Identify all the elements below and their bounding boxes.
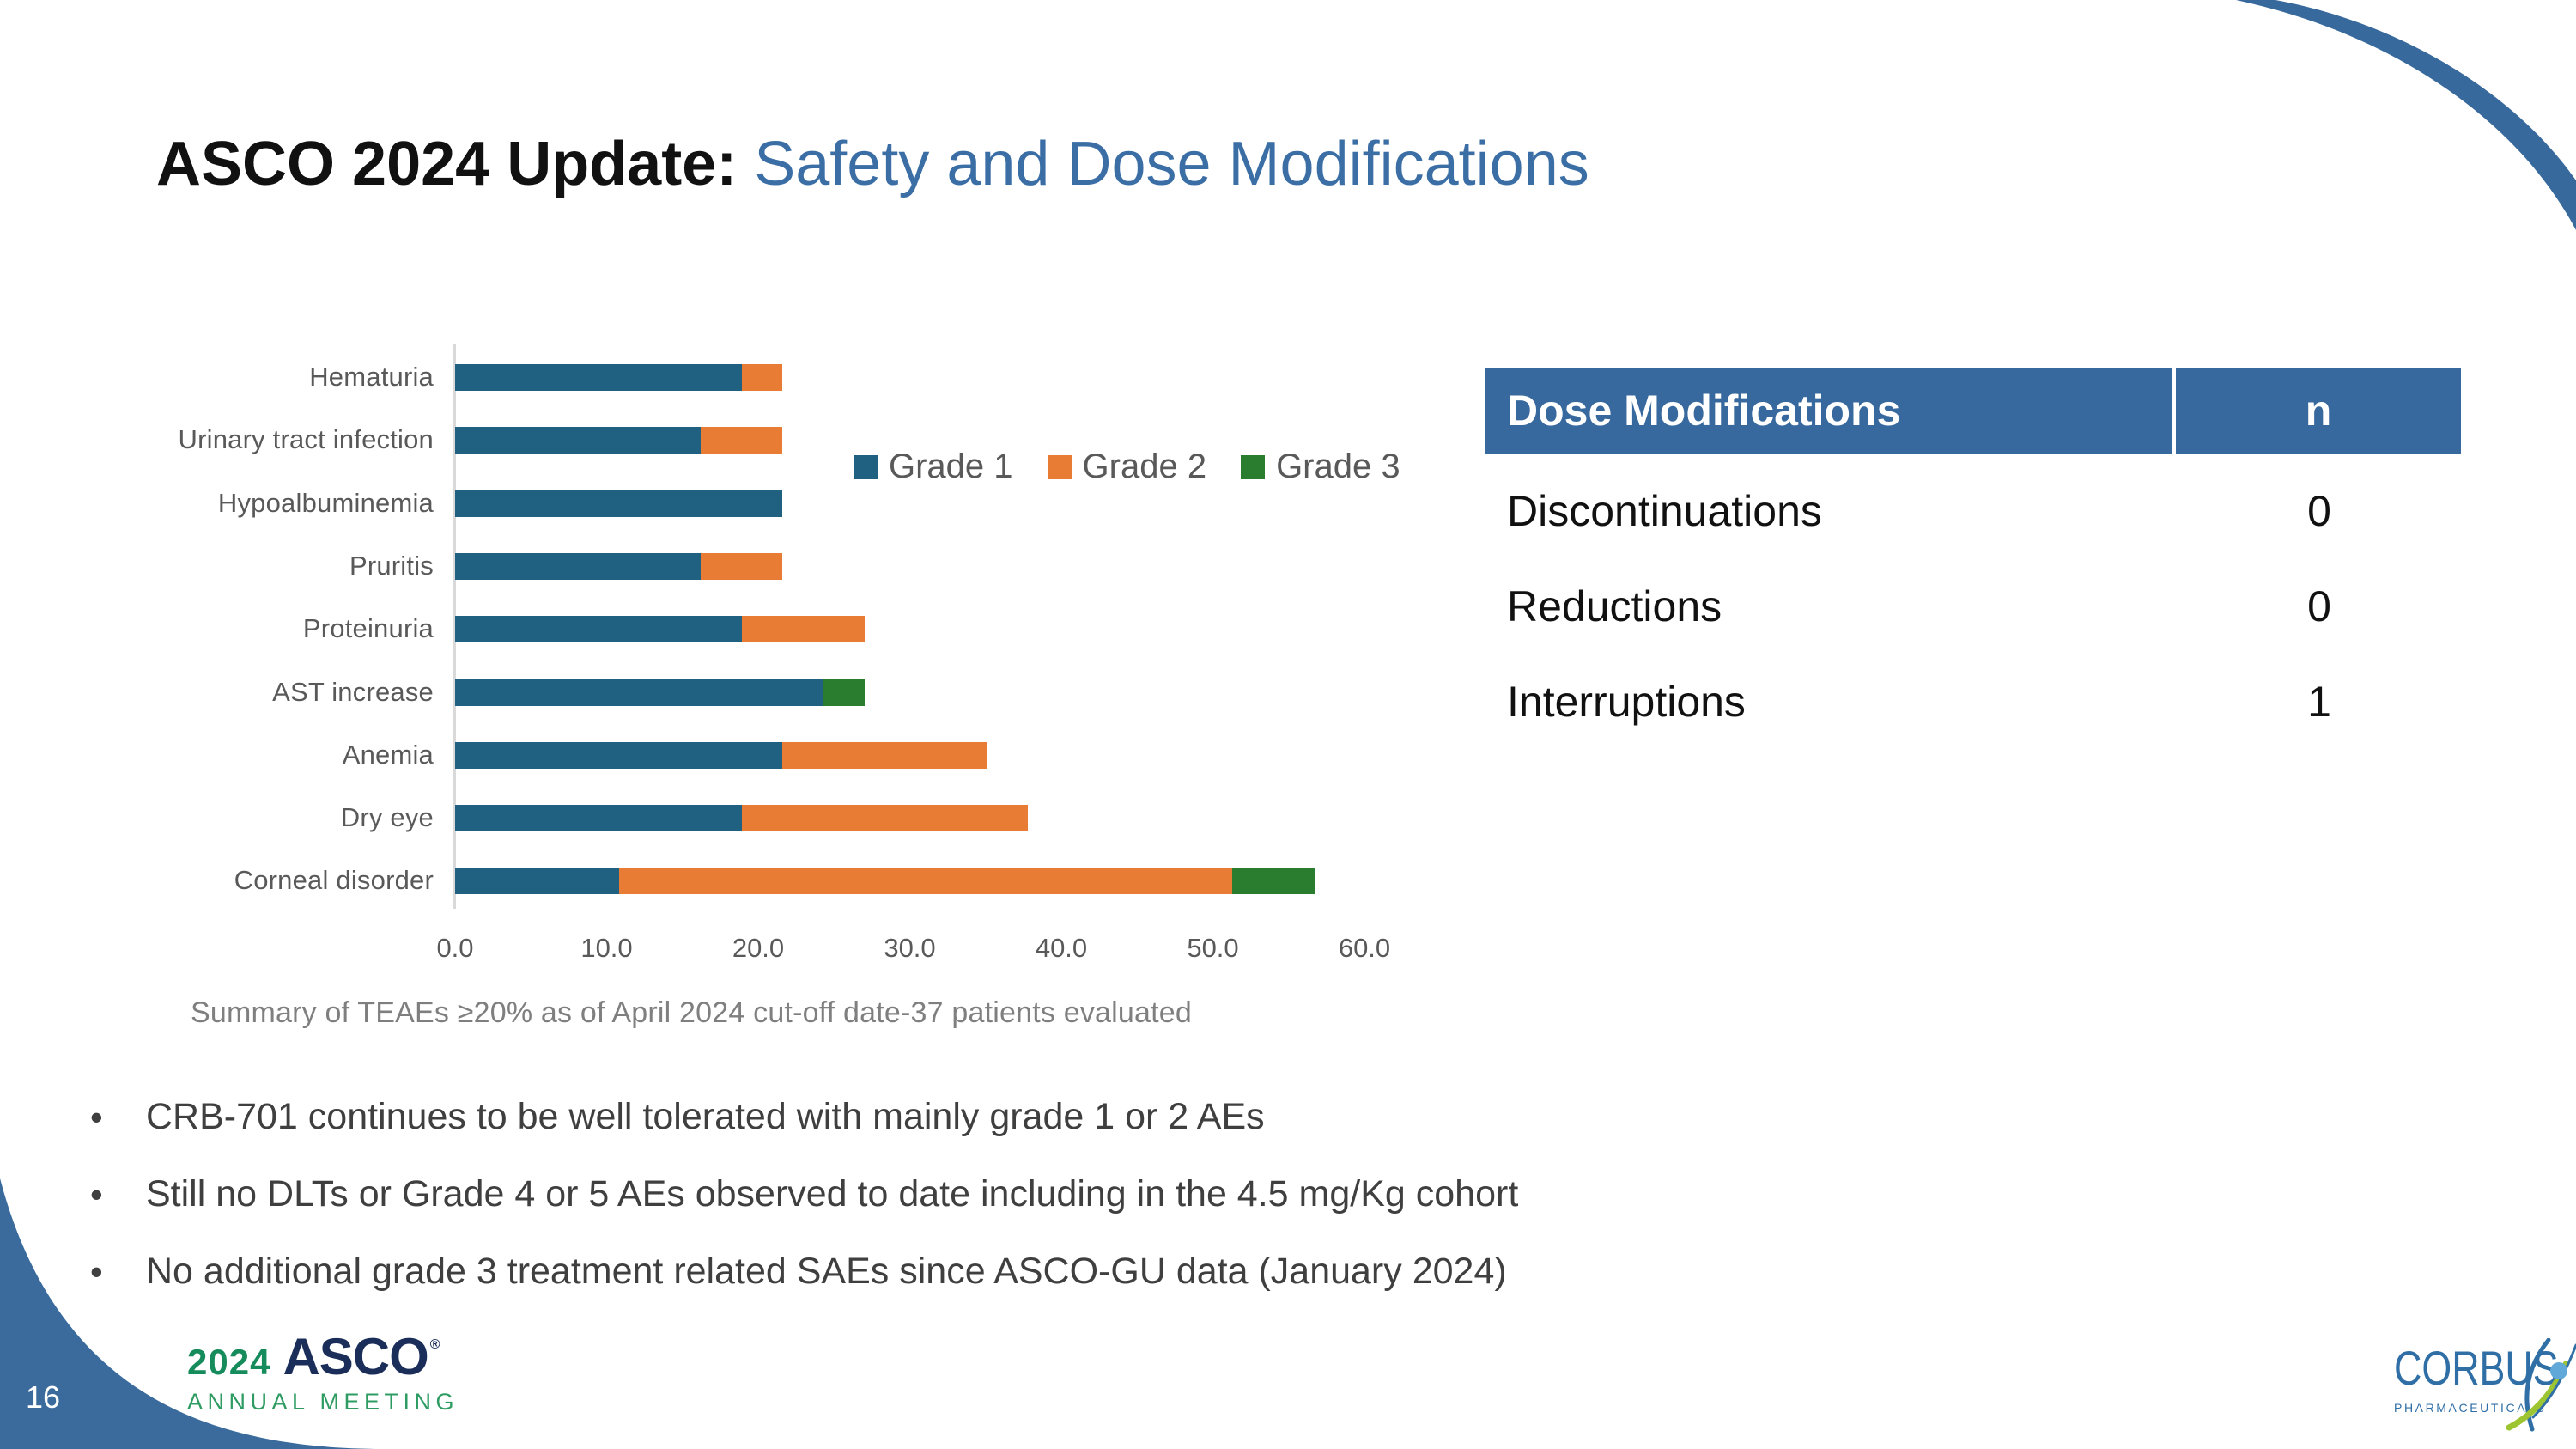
chart-caption: Summary of TEAEs ≥20% as of April 2024 c…	[191, 996, 1192, 1029]
x-axis-tick-label: 40.0	[1035, 933, 1088, 963]
bar-segment-grade-3	[1232, 868, 1315, 895]
asco-logo-year: 2024	[187, 1342, 271, 1382]
bar-segment-grade-1	[455, 805, 742, 832]
bottom-left-corner-decoration	[0, 1178, 391, 1449]
legend-label: Grade 1	[889, 447, 1013, 485]
legend-item-grade-3: Grade 3	[1241, 447, 1400, 486]
bullet-marker: •	[90, 1174, 103, 1215]
legend-label: Grade 3	[1276, 447, 1400, 485]
x-axis-tick-label: 50.0	[1187, 933, 1239, 963]
asco-logo-subtitle: ANNUAL MEETING	[187, 1389, 459, 1415]
table-row-value: 0	[2307, 582, 2331, 630]
chart-category-label: Urinary tract infection	[178, 424, 434, 455]
bar-segment-grade-1	[455, 868, 619, 895]
asco-registered-mark: ®	[429, 1337, 440, 1352]
chart-category-label: Anemia	[342, 739, 434, 770]
bar-segment-grade-2	[782, 741, 987, 769]
bar-segment-grade-1	[455, 679, 823, 706]
table-row-value: 0	[2307, 487, 2331, 535]
legend-item-grade-2: Grade 2	[1047, 447, 1207, 486]
chart-legend: Grade 1 Grade 2 Grade 3	[854, 447, 1400, 486]
dose-table-header-divider	[2172, 368, 2176, 454]
bar-segment-grade-1	[455, 364, 742, 391]
bar-segment-grade-2	[741, 616, 865, 643]
bar-segment-grade-2	[741, 364, 783, 391]
x-axis-tick-label: 10.0	[580, 933, 633, 963]
bullet-marker: •	[90, 1097, 103, 1137]
page-title: ASCO 2024 Update: Safety and Dose Modifi…	[156, 130, 1589, 198]
legend-item-grade-1: Grade 1	[854, 447, 1013, 486]
page-number: 16	[26, 1379, 61, 1415]
title-prefix: ASCO 2024 Update:	[156, 130, 738, 198]
chart-category-label: Pruritis	[349, 550, 434, 581]
legend-label: Grade 2	[1082, 447, 1207, 485]
bar-segment-grade-2	[700, 427, 783, 454]
chart-category-label: Dry eye	[340, 802, 434, 833]
table-row-label: Interruptions	[1507, 678, 1746, 726]
chart-category-label: Hypoalbuminemia	[217, 487, 434, 518]
chart-category-label: AST increase	[272, 676, 434, 707]
table-row-label: Reductions	[1507, 582, 1722, 630]
legend-swatch-icon	[854, 454, 878, 479]
bullet-text: Still no DLTs or Grade 4 or 5 AEs observ…	[146, 1173, 1519, 1215]
bar-segment-grade-1	[455, 552, 701, 580]
chart-y-axis-line	[453, 344, 456, 909]
chart-category-label: Hematuria	[309, 362, 434, 392]
bar-segment-grade-1	[455, 427, 701, 454]
bar-segment-grade-1	[455, 616, 742, 643]
legend-swatch-icon	[1047, 454, 1072, 479]
x-axis-tick-label: 30.0	[884, 933, 936, 963]
corbus-figure-icon	[2506, 1338, 2576, 1432]
chart-category-label: Corneal disorder	[234, 865, 434, 896]
bar-segment-grade-2	[618, 868, 1233, 895]
bar-segment-grade-2	[700, 552, 783, 580]
table-row-label: Discontinuations	[1507, 487, 1822, 535]
chart-category-label: Proteinuria	[302, 613, 434, 644]
bar-segment-grade-1	[455, 741, 783, 769]
dose-table-header-label: Dose Modifications	[1485, 368, 2172, 454]
dose-table-header: Dose Modifications n	[1485, 368, 2461, 454]
bullet-text: No additional grade 3 treatment related …	[146, 1251, 1507, 1292]
table-row-value: 1	[2307, 678, 2331, 726]
bar-segment-grade-2	[741, 805, 1029, 832]
title-suffix: Safety and Dose Modifications	[737, 130, 1589, 198]
legend-swatch-icon	[1241, 454, 1266, 479]
bullet-text: CRB-701 continues to be well tolerated w…	[146, 1096, 1265, 1137]
bar-segment-grade-3	[823, 679, 865, 706]
top-right-arc-decoration	[2236, 0, 2576, 230]
corbus-logo-subtitle: PHARMACEUTICALS	[2394, 1401, 2547, 1415]
x-axis-tick-label: 60.0	[1338, 933, 1391, 963]
x-axis-tick-label: 20.0	[732, 933, 785, 963]
asco-logo-wordmark: ASCO	[283, 1328, 428, 1385]
bullet-marker: •	[90, 1251, 103, 1292]
asco-annual-meeting-logo: 2024 ASCO ® ANNUAL MEETING	[187, 1327, 459, 1416]
corbus-figure-head-dot	[2550, 1362, 2567, 1379]
x-axis-tick-label: 0.0	[436, 933, 474, 963]
dose-table-header-n: n	[2176, 368, 2461, 454]
bar-segment-grade-1	[455, 490, 783, 517]
